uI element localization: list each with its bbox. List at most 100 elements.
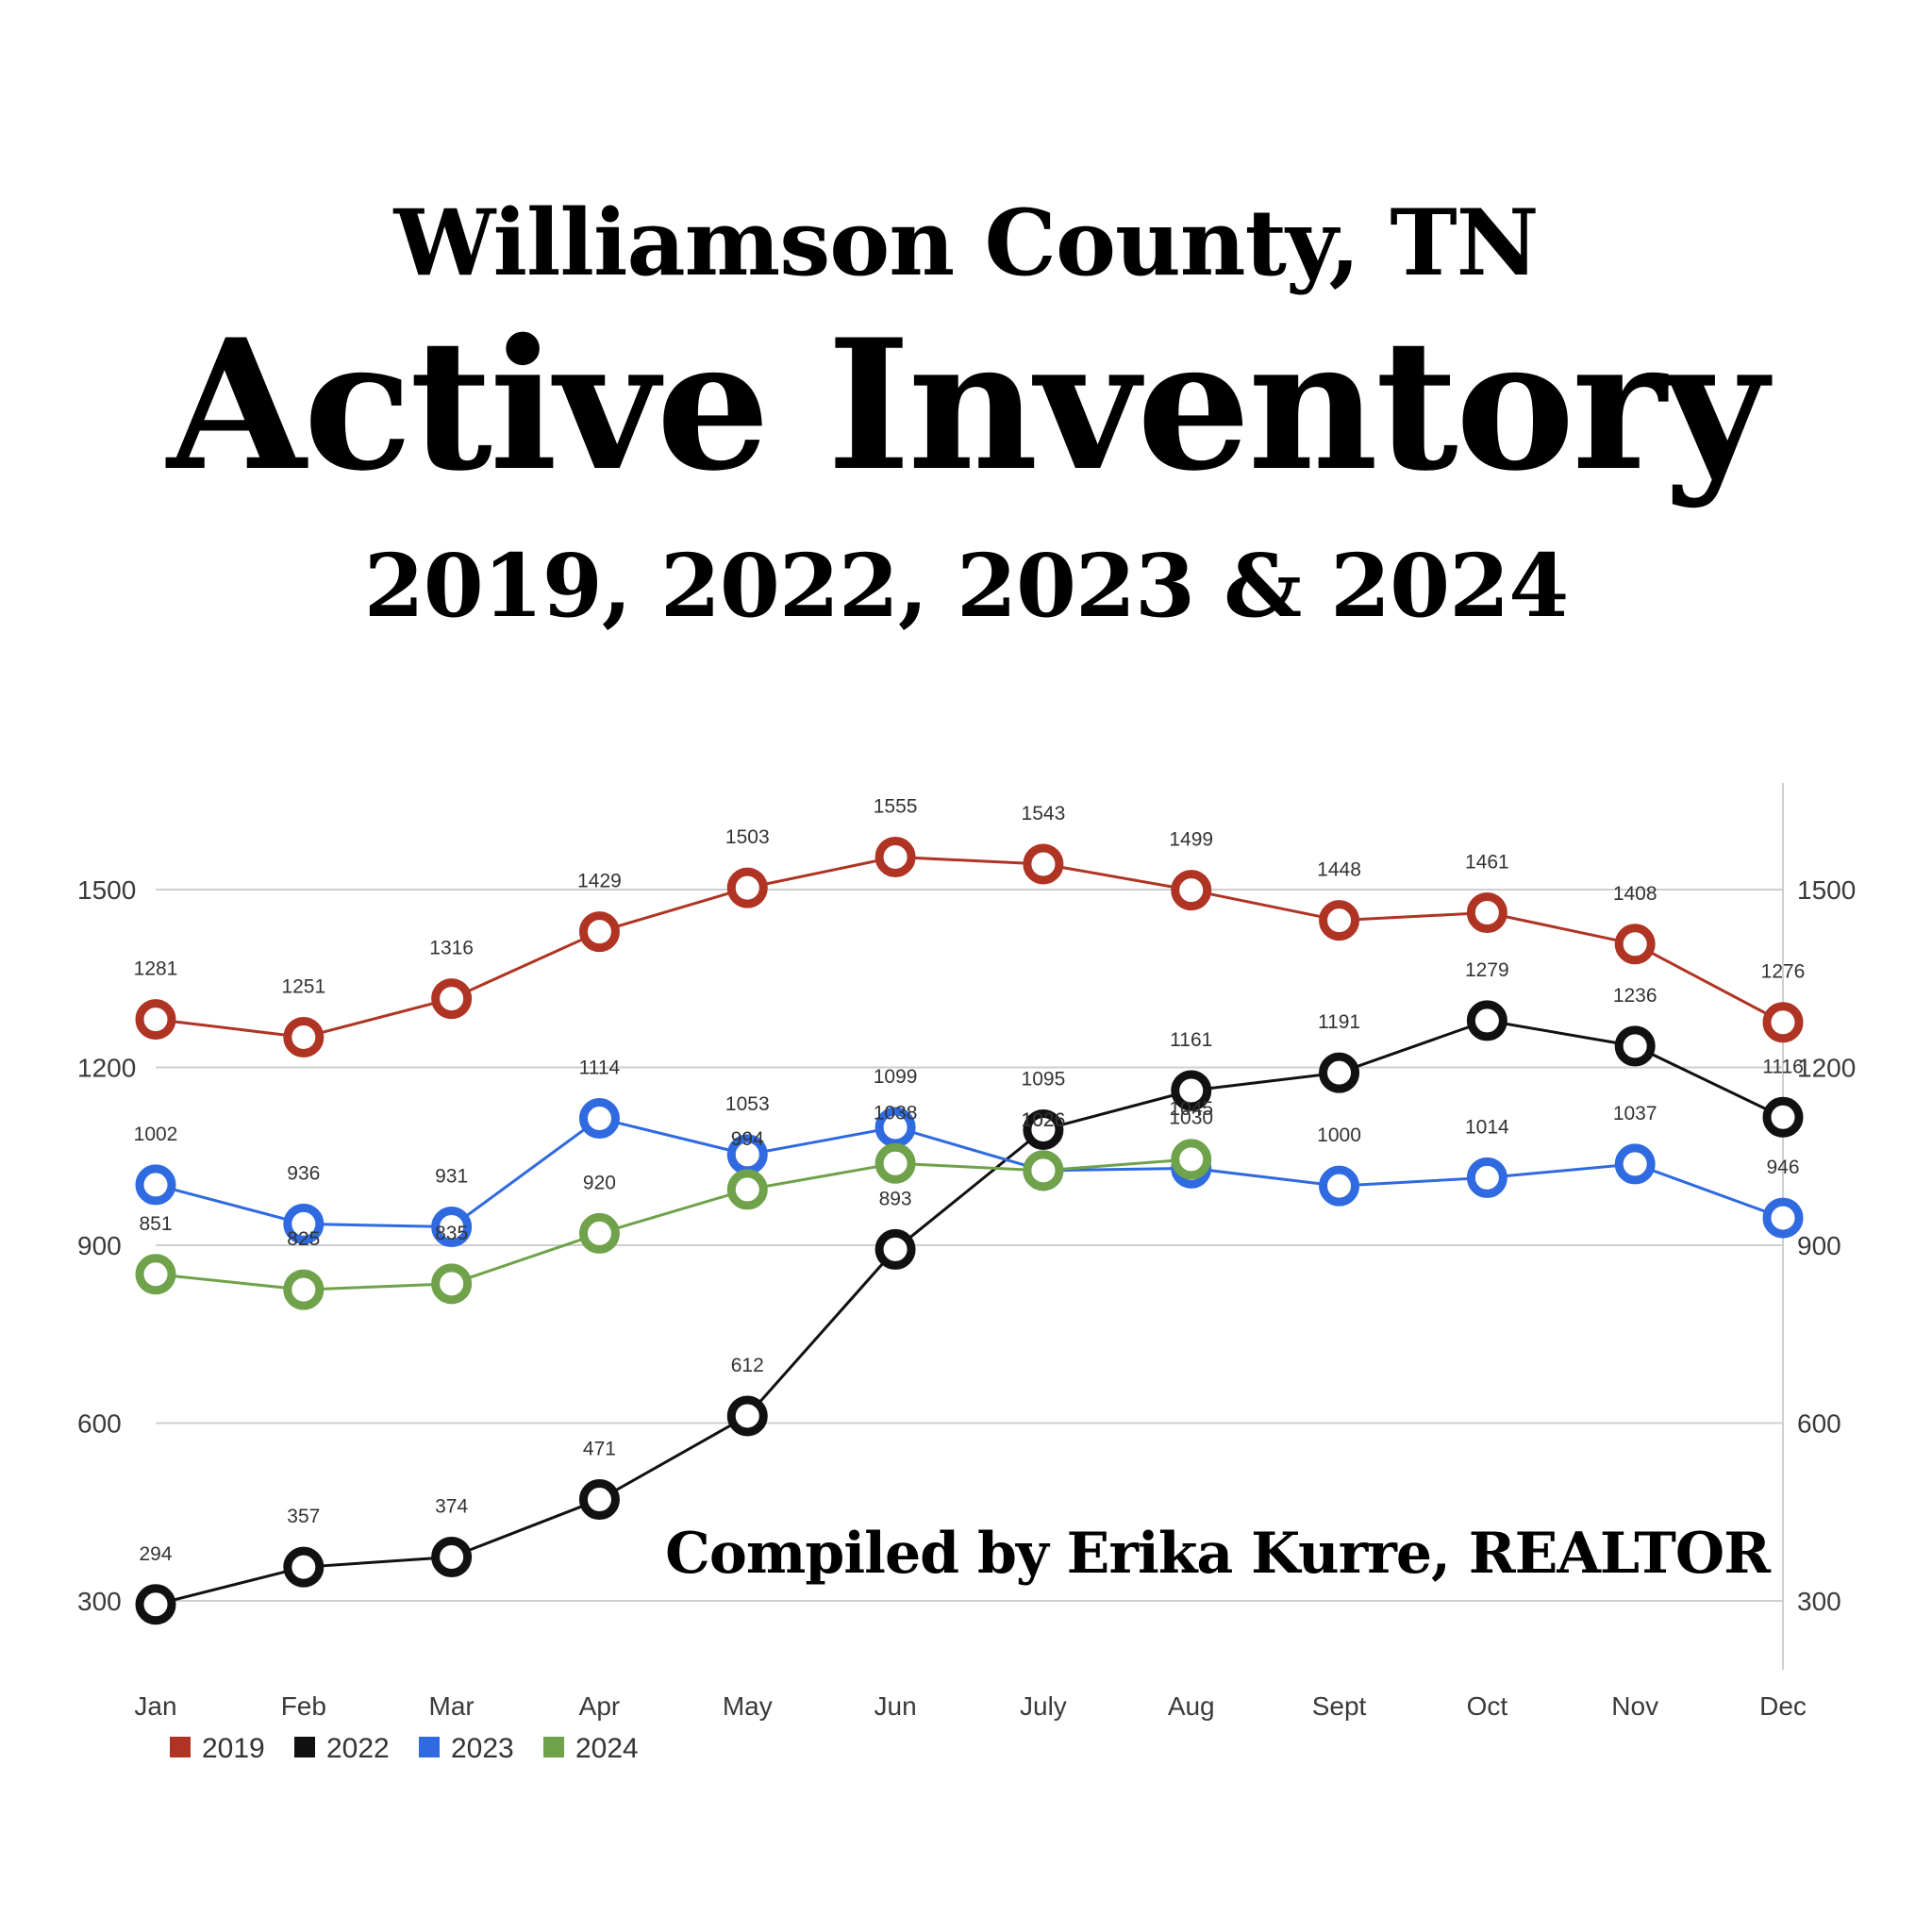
point-2022-mar <box>431 1537 473 1578</box>
point-2022-may <box>726 1395 768 1437</box>
chart-title: Active Inventory <box>167 300 1768 510</box>
data-label-2024-jan: 851 <box>139 1213 172 1235</box>
data-label-2019-oct: 1461 <box>1465 852 1509 874</box>
y-tick-left-1200: 1200 <box>77 1054 136 1083</box>
point-2022-nov <box>1614 1025 1656 1067</box>
data-label-2019-aug: 1499 <box>1169 829 1213 851</box>
data-label-2024-may: 994 <box>731 1128 764 1150</box>
point-2022-dec <box>1762 1096 1804 1138</box>
y-tick-right-600: 600 <box>1797 1409 1841 1439</box>
series-line-2023 <box>155 1116 1784 1229</box>
x-tick-jan: Jan <box>134 1691 176 1721</box>
point-2022-aug <box>1171 1070 1212 1111</box>
data-label-2019-jan: 1281 <box>134 958 178 980</box>
point-2023-jan <box>135 1164 176 1206</box>
legend-label-2022: 2022 <box>326 1733 390 1764</box>
data-label-2023-jan: 1002 <box>134 1124 178 1145</box>
data-label-2024-aug: 1045 <box>1169 1098 1213 1120</box>
point-2024-apr <box>578 1212 620 1254</box>
point-2022-july <box>1023 1108 1064 1150</box>
point-2019-oct <box>1466 892 1507 934</box>
credit-text: Compiled by Erika Kurre, REALTOR <box>665 1521 1771 1587</box>
y-tick-right-1500: 1500 <box>1797 875 1856 905</box>
x-tick-dec: Dec <box>1759 1691 1807 1721</box>
data-label-2023-mar: 931 <box>435 1166 468 1188</box>
point-2024-jun <box>874 1142 916 1184</box>
point-2022-sept <box>1319 1052 1360 1093</box>
legend-swatch-2023 <box>419 1737 440 1757</box>
data-label-2022-apr: 471 <box>583 1439 616 1460</box>
data-label-2022-mar: 374 <box>435 1496 468 1518</box>
y-axis: 300 300 600 600 900 900 1200 1200 1500 1500 <box>77 875 1856 1616</box>
x-tick-oct: Oct <box>1467 1691 1508 1721</box>
data-label-2022-oct: 1279 <box>1465 959 1509 981</box>
point-2024-jan <box>135 1254 176 1295</box>
point-2024-mar <box>431 1263 473 1305</box>
data-label-2022-may: 612 <box>731 1355 764 1376</box>
point-2022-oct <box>1466 1000 1507 1041</box>
data-labels: 1281 1251 1316 1429 1503 1555 1543 1499 1448 1461… <box>134 795 1806 1564</box>
series-line-2019 <box>155 855 1784 1039</box>
data-label-2024-july: 1026 <box>1022 1109 1066 1131</box>
point-2019-mar <box>431 978 473 1020</box>
point-2019-sept <box>1319 900 1360 941</box>
y-tick-left-300: 300 <box>77 1587 122 1616</box>
legend-label-2023: 2023 <box>451 1733 514 1764</box>
point-2022-apr <box>578 1479 620 1521</box>
x-tick-jun: Jun <box>874 1691 917 1721</box>
point-2019-jun <box>874 836 916 877</box>
point-2019-july <box>1023 843 1064 885</box>
x-axis: Jan Feb Mar Apr May Jun July Aug Sept Oct Nov Dec <box>134 1691 1806 1721</box>
legend-swatch-2022 <box>294 1737 315 1757</box>
point-2024-july <box>1023 1150 1064 1191</box>
data-label-2023-oct: 1014 <box>1465 1116 1509 1138</box>
data-label-2023-apr: 1114 <box>579 1058 621 1079</box>
x-tick-aug: Aug <box>1168 1691 1215 1721</box>
point-2023-dec <box>1762 1197 1804 1239</box>
y-tick-right-900: 900 <box>1797 1231 1841 1260</box>
x-tick-july: July <box>1020 1691 1067 1721</box>
chart-title-location: Williamson County, TN <box>393 190 1539 296</box>
data-label-2019-dec: 1276 <box>1761 961 1806 983</box>
point-2022-feb <box>283 1546 325 1588</box>
point-2023-apr <box>578 1098 620 1140</box>
data-label-2022-feb: 357 <box>287 1506 320 1527</box>
point-2023-oct <box>1466 1157 1507 1198</box>
series-line-2022 <box>155 1019 1784 1607</box>
data-label-2019-nov: 1408 <box>1613 883 1657 905</box>
x-tick-nov: Nov <box>1611 1691 1658 1721</box>
data-label-2023-sept: 1000 <box>1317 1124 1361 1146</box>
x-tick-apr: Apr <box>579 1691 621 1721</box>
data-label-2023-dec: 946 <box>1766 1157 1799 1178</box>
legend: 2019 2022 2023 2024 <box>170 1733 639 1764</box>
series-points <box>135 836 1804 1625</box>
data-label-2023-jun: 1099 <box>874 1066 918 1088</box>
series-line-2024 <box>155 1158 1191 1291</box>
point-2019-nov <box>1614 924 1656 965</box>
point-2024-feb <box>283 1269 325 1310</box>
data-label-2019-may: 1503 <box>725 826 770 848</box>
data-label-2022-jan: 294 <box>139 1543 172 1565</box>
point-2024-aug <box>1171 1139 1212 1180</box>
point-2023-nov <box>1614 1143 1656 1185</box>
point-2019-jan <box>135 999 176 1041</box>
point-2019-feb <box>283 1016 325 1058</box>
point-2024-may <box>726 1169 768 1210</box>
y-tick-left-1500: 1500 <box>77 875 136 905</box>
chart-subtitle-years: 2019, 2022, 2023 & 2024 <box>363 535 1569 637</box>
data-label-2024-jun: 1038 <box>874 1102 918 1124</box>
point-2023-mar <box>431 1207 473 1248</box>
data-label-2023-july: 1026 <box>1022 1109 1066 1131</box>
point-2023-sept <box>1319 1165 1360 1207</box>
data-label-2023-may: 1053 <box>725 1093 770 1115</box>
data-label-2022-sept: 1191 <box>1318 1011 1360 1033</box>
data-label-2022-nov: 1236 <box>1613 985 1657 1007</box>
point-2023-feb <box>283 1203 325 1244</box>
x-tick-feb: Feb <box>281 1691 326 1721</box>
data-label-2019-jun: 1555 <box>874 795 918 817</box>
point-2019-may <box>726 867 768 908</box>
x-tick-may: May <box>723 1691 773 1721</box>
point-2022-jun <box>874 1228 916 1270</box>
legend-label-2024: 2024 <box>575 1733 639 1764</box>
